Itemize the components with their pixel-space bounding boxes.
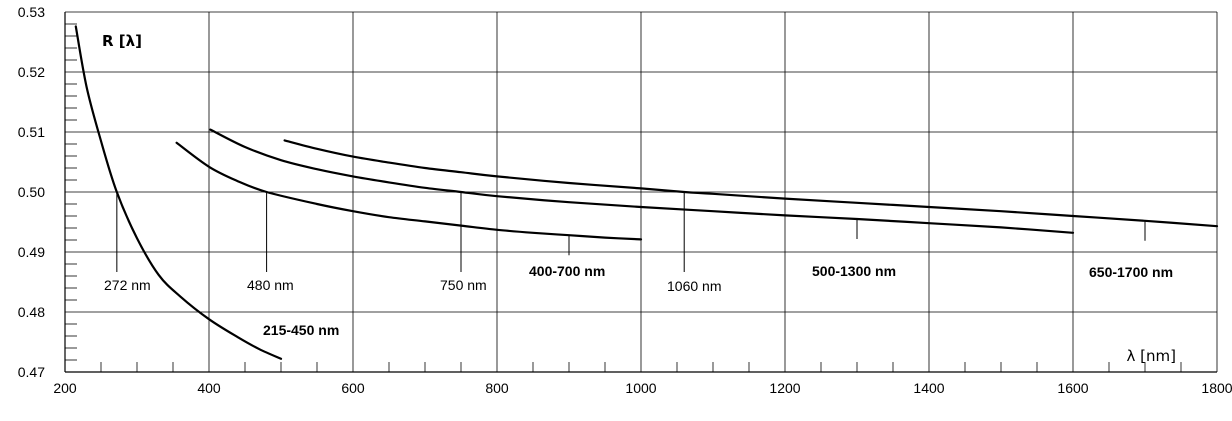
series-label-500-1300: 500-1300 nm (812, 263, 896, 279)
marker-label-272: 272 nm (104, 277, 151, 293)
series-line-3 (283, 139, 1219, 228)
series-label-650-1700: 650-1700 nm (1089, 264, 1173, 280)
grid (65, 11, 1218, 372)
y-tick-label-6: 0.53 (18, 4, 45, 20)
x-tick-label-5: 1200 (769, 380, 800, 396)
series-line-1 (175, 141, 643, 241)
y-axis-title: R [λ] (102, 32, 142, 50)
y-tick-label-5: 0.52 (18, 64, 45, 80)
minor-ticks (65, 23, 1182, 372)
x-tick-label-4: 1000 (625, 380, 656, 396)
x-tick-label-8: 1800 (1201, 380, 1232, 396)
y-tick-label-0: 0.47 (18, 364, 45, 380)
axes (64, 12, 1217, 373)
series-label-215-450: 215-450 nm (263, 322, 339, 338)
x-axis-title: λ [nm] (1127, 347, 1176, 365)
y-tick-label-1: 0.48 (18, 304, 45, 320)
x-tick-label-1: 400 (197, 380, 221, 396)
y-tick-label-4: 0.51 (18, 124, 45, 140)
marker-label-750: 750 nm (440, 277, 487, 293)
crossing-markers (116, 192, 1146, 272)
x-tick-labels: 200 400 600 800 1000 1200 1400 1600 1800 (53, 380, 1232, 396)
series-line-0 (74, 25, 283, 360)
series-line-2 (209, 128, 1075, 234)
y-tick-label-3: 0.50 (18, 184, 45, 200)
series-lines (74, 25, 1219, 360)
series-label-400-700: 400-700 nm (529, 263, 605, 279)
marker-label-480: 480 nm (247, 277, 294, 293)
y-tick-label-2: 0.49 (18, 244, 45, 260)
x-tick-label-6: 1400 (913, 380, 944, 396)
x-tick-label-3: 800 (485, 380, 509, 396)
y-tick-labels: 0.47 0.48 0.49 0.50 0.51 0.52 0.53 (18, 4, 45, 380)
marker-label-1060: 1060 nm (667, 278, 721, 294)
x-tick-label-2: 600 (341, 380, 365, 396)
x-tick-label-7: 1600 (1057, 380, 1088, 396)
x-tick-label-0: 200 (53, 380, 77, 396)
